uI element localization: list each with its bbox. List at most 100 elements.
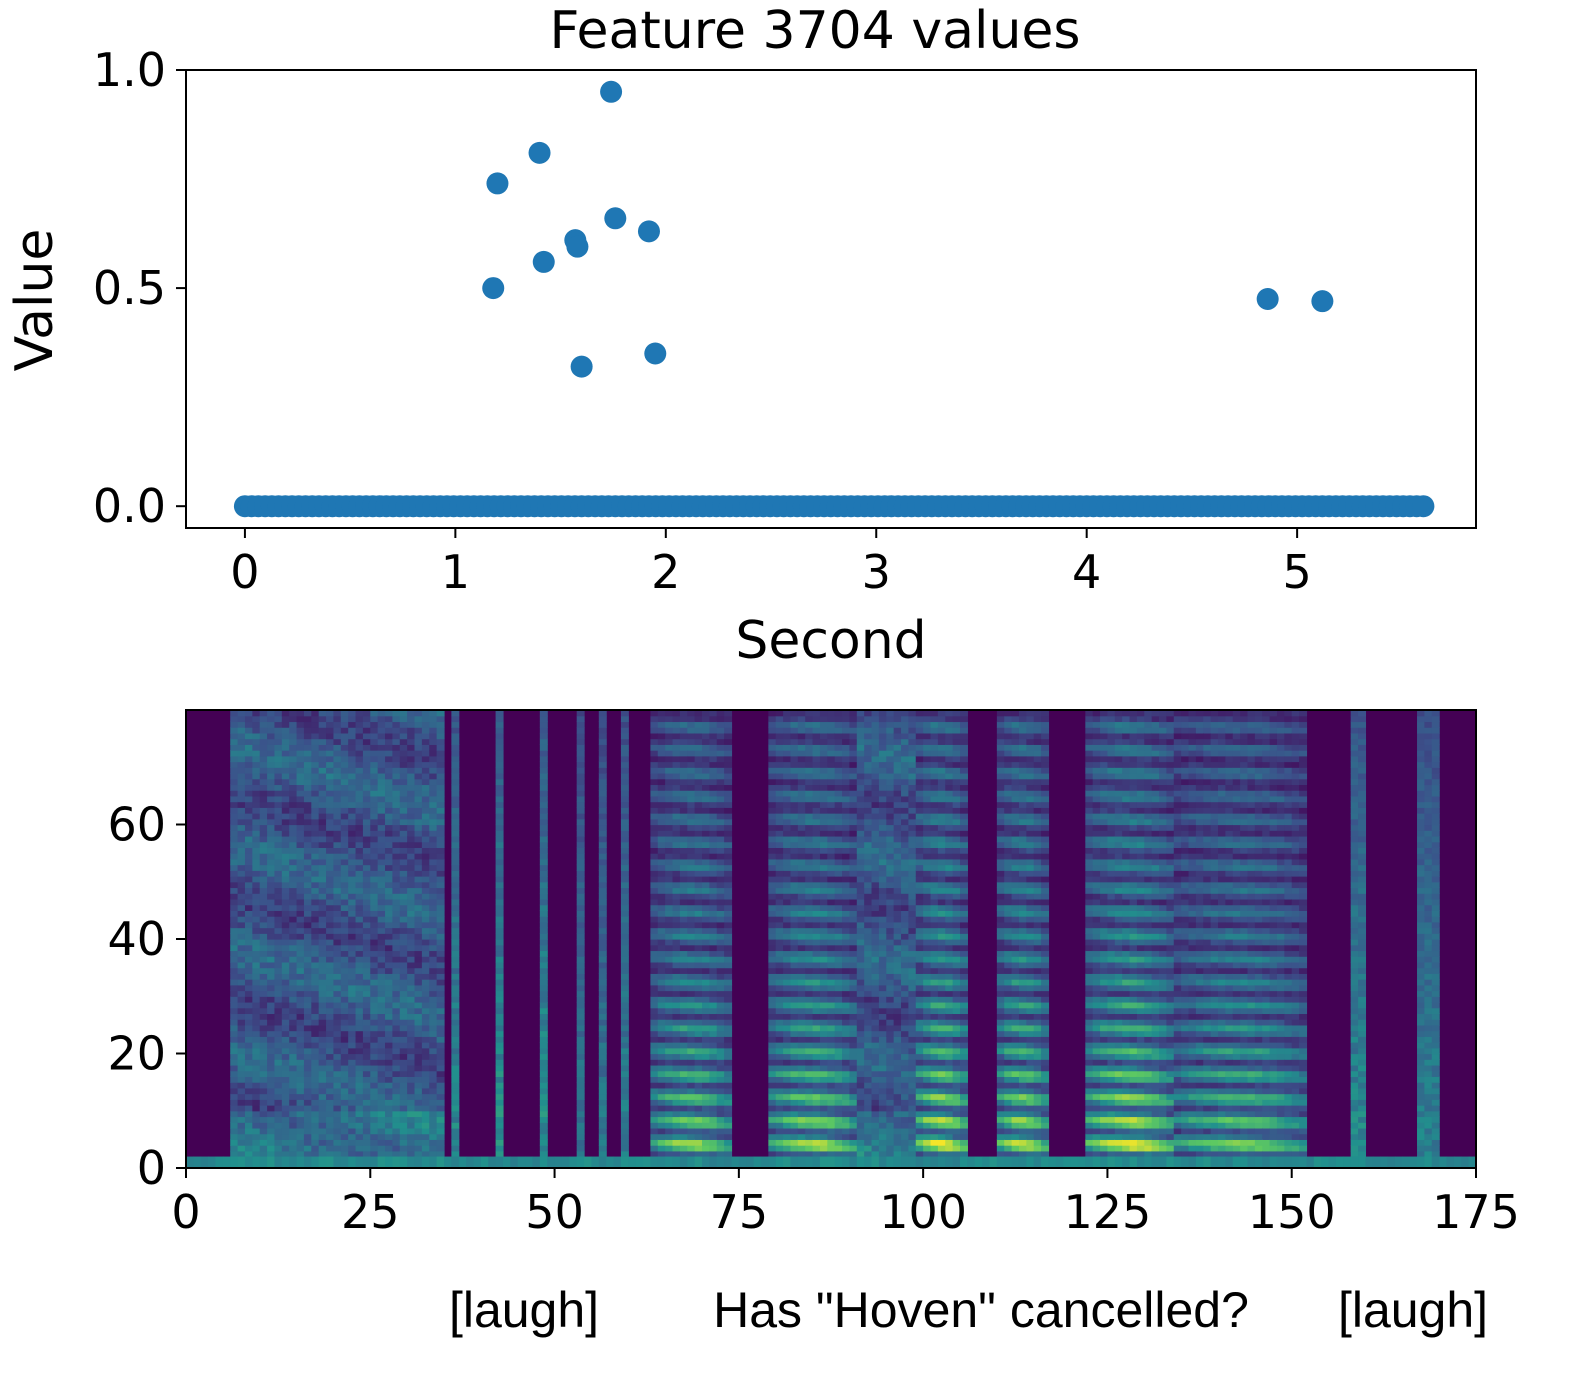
spectrogram-cell [709, 1019, 718, 1026]
spectrogram-cell [340, 1105, 349, 1112]
spectrogram-cell [303, 1042, 312, 1049]
spectrogram-cell [834, 973, 843, 980]
spectrogram-cell [819, 732, 828, 740]
spectrogram-cell [348, 1047, 357, 1055]
spectrogram-cell [230, 939, 239, 946]
spectrogram-cell [392, 830, 401, 837]
spectrogram-cell [274, 996, 283, 1003]
spectrogram-cell [326, 1076, 335, 1083]
spectrogram-cell [267, 1076, 276, 1083]
spectrogram-cell [672, 790, 681, 797]
spectrogram-cell [303, 813, 312, 820]
spectrogram-cell [827, 1122, 836, 1129]
spectrogram-cell [694, 887, 703, 894]
spectrogram-cell [709, 1030, 718, 1037]
spectrogram-cell [672, 870, 681, 877]
spectrogram-cell [303, 1001, 312, 1009]
spectrogram-cell [333, 950, 342, 957]
spectrogram-cell [812, 1133, 821, 1140]
spectrogram-cell [598, 1093, 607, 1100]
spectrogram-cell [370, 1042, 379, 1049]
spectrogram-cell [340, 1110, 349, 1118]
spectrogram-cell [539, 738, 548, 745]
spectrogram-cell [370, 876, 379, 883]
spectrogram-cell [407, 1053, 416, 1060]
spectrogram-cell [842, 944, 851, 952]
spectrogram-cell [244, 750, 253, 757]
spectrogram-cell [252, 1087, 261, 1095]
spectrogram-cell [451, 1082, 460, 1089]
spectrogram-cell [790, 876, 799, 883]
spectrogram-cell [333, 853, 342, 860]
spectrogram-cell [724, 910, 733, 917]
spectrogram-cell [842, 984, 851, 992]
spectrogram-cell [281, 1007, 290, 1015]
spectrogram-cell [620, 1059, 629, 1066]
spectrogram-cell [333, 790, 342, 797]
spectrogram-cell [620, 893, 629, 900]
spectrogram-cell [326, 1019, 335, 1026]
spectrogram-cell [856, 727, 865, 734]
spectrogram-cell [289, 732, 298, 740]
spectrogram-cell [377, 1150, 386, 1158]
spectrogram-cell [303, 956, 312, 963]
spectrogram-cell [274, 767, 283, 774]
spectrogram-cell [694, 1145, 703, 1152]
spectrogram-cell [311, 950, 320, 957]
spectrogram-cell [237, 847, 246, 854]
spectrogram-cell [244, 876, 253, 883]
spectrogram-cell [392, 721, 401, 728]
spectrogram-cell [326, 1001, 335, 1009]
spectrogram-cell [672, 1007, 681, 1015]
spectrogram-cell [407, 1087, 416, 1095]
spectrogram-cell [790, 1150, 799, 1158]
spectrogram-cell [620, 710, 629, 717]
spectrogram-cell [775, 950, 784, 957]
scatter-y-tick-label: 0.0 [93, 479, 166, 533]
spectrogram-cell [539, 898, 548, 906]
spectrogram-cell [407, 910, 416, 917]
spectrogram-cell [267, 1007, 276, 1015]
spectrogram-cell [864, 956, 873, 963]
spectrogram-cell [252, 921, 261, 929]
spectrogram-cell [657, 956, 666, 963]
spectrogram-cell [495, 1036, 504, 1043]
spectrogram-cell [495, 813, 504, 820]
spectrogram-cell [355, 761, 364, 768]
spectrogram-cell [421, 738, 430, 745]
spectrogram-cell [665, 835, 674, 843]
spectrogram-cell [414, 841, 423, 848]
spectrogram-cell [864, 818, 873, 826]
spectrogram-cell [576, 967, 585, 974]
spectrogram-cell [362, 744, 371, 751]
spectrogram-cell [237, 1053, 246, 1060]
spectrogram-cell [281, 1087, 290, 1095]
spectrogram-cell [392, 870, 401, 877]
spectrogram-cell [377, 750, 386, 757]
spectrogram-cell [303, 778, 312, 786]
spectrogram-cell [679, 904, 688, 911]
spectrogram-cell [539, 1082, 548, 1089]
spectrogram-cell [812, 1036, 821, 1043]
spectrogram-cell [716, 1082, 725, 1089]
spectrogram-cell [576, 744, 585, 751]
spectrogram-cell [289, 1007, 298, 1015]
spectrogram-cell [783, 772, 792, 780]
spectrogram-cell [842, 1042, 851, 1049]
spectrogram-cell [783, 813, 792, 820]
spectrogram-cell [414, 961, 423, 969]
spectrogram-cell [716, 904, 725, 911]
spectrogram-cell [856, 710, 865, 717]
spectrogram-cell [709, 1133, 718, 1140]
spectrogram-cell [414, 1145, 423, 1152]
spectrogram-cell [289, 847, 298, 854]
spectrogram-cell [326, 956, 335, 963]
spectrogram-cell [709, 1093, 718, 1100]
spectrogram-cell [318, 939, 327, 946]
spectrogram-cell [797, 933, 806, 940]
spectrogram-cell [864, 967, 873, 974]
spectrogram-cell [805, 761, 814, 768]
spectrogram-cell [665, 870, 674, 877]
spectrogram-cell [333, 1087, 342, 1095]
spectrogram-cell [370, 1116, 379, 1123]
